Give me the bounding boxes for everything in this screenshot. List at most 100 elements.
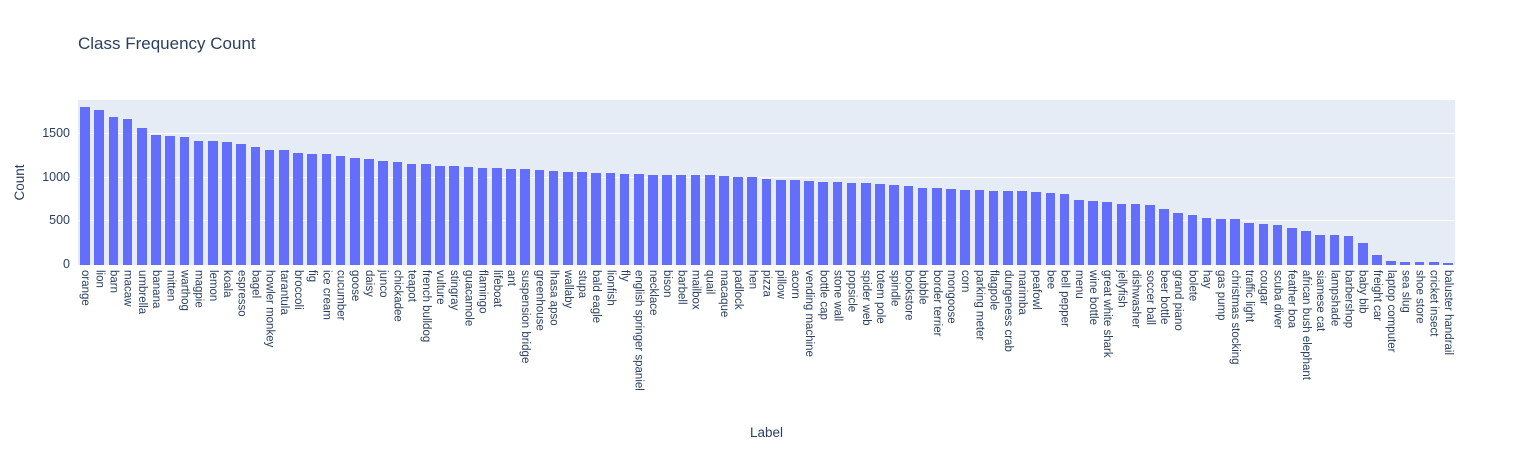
bar-lion[interactable] bbox=[94, 110, 105, 265]
bar-lionfish[interactable] bbox=[605, 173, 616, 265]
bar-great-white-shark[interactable] bbox=[1102, 201, 1112, 265]
bar-broccoli[interactable] bbox=[293, 153, 303, 265]
bar-baluster-handrail[interactable] bbox=[1443, 263, 1453, 265]
bar-hay[interactable] bbox=[1201, 217, 1212, 265]
bar-macaw[interactable] bbox=[122, 119, 133, 265]
bar-daisy[interactable] bbox=[364, 159, 374, 265]
bar-bison[interactable] bbox=[662, 174, 672, 265]
bar-bottle-cap[interactable] bbox=[818, 181, 829, 265]
bar-chickadee[interactable] bbox=[392, 162, 403, 265]
bar-stone-wall[interactable] bbox=[832, 182, 843, 265]
bar-freight-car[interactable] bbox=[1372, 255, 1382, 265]
bar-bookstore[interactable] bbox=[903, 186, 914, 265]
bar-lifeboat[interactable] bbox=[491, 168, 502, 265]
bar-barbershop[interactable] bbox=[1343, 235, 1354, 265]
bar-stingray[interactable] bbox=[449, 166, 459, 265]
bar-wine-bottle[interactable] bbox=[1088, 201, 1098, 265]
bar-warthog[interactable] bbox=[179, 136, 190, 265]
bar-ice-cream[interactable] bbox=[321, 154, 332, 265]
bar-mitten[interactable] bbox=[165, 135, 176, 265]
bar-bald-eagle[interactable] bbox=[591, 172, 601, 265]
bar-laptop-computer[interactable] bbox=[1386, 260, 1396, 265]
bar-umbrella[interactable] bbox=[137, 127, 147, 265]
bar-dungeness-crab[interactable] bbox=[1003, 190, 1013, 265]
bar-french-bulldog[interactable] bbox=[420, 164, 431, 265]
bar-feather-boa[interactable] bbox=[1286, 228, 1297, 265]
bar-pizza[interactable] bbox=[761, 179, 772, 265]
bar-beer-bottle[interactable] bbox=[1159, 208, 1169, 265]
bar-menu[interactable] bbox=[1073, 199, 1084, 265]
bar-lampshade[interactable] bbox=[1329, 235, 1340, 265]
bar-lemon[interactable] bbox=[208, 141, 218, 265]
bar-padlock[interactable] bbox=[733, 176, 743, 265]
bar-bubble[interactable] bbox=[917, 187, 928, 265]
y-tick-label-500: 500 bbox=[49, 213, 70, 228]
bar-stupa[interactable] bbox=[577, 172, 587, 265]
bar-koala[interactable] bbox=[222, 142, 232, 265]
bar-pillow[interactable] bbox=[775, 179, 786, 265]
bar-grand-piano[interactable] bbox=[1173, 212, 1183, 265]
bar-lhasa-apso[interactable] bbox=[548, 171, 559, 265]
bar-necklace[interactable] bbox=[648, 174, 658, 265]
bar-gas-pump[interactable] bbox=[1215, 218, 1226, 265]
bar-jellyfish[interactable] bbox=[1116, 204, 1127, 265]
x-tick-label-soccer-ball: soccer ball bbox=[1143, 270, 1156, 325]
bar-christmas-stocking[interactable] bbox=[1230, 219, 1240, 265]
bar-marimba[interactable] bbox=[1017, 190, 1027, 265]
bar-english-springer-spaniel[interactable] bbox=[633, 173, 644, 265]
bar-peafowl[interactable] bbox=[1031, 191, 1042, 265]
bar-ant[interactable] bbox=[506, 168, 516, 265]
bar-cricket-insect[interactable] bbox=[1428, 262, 1439, 265]
bar-banana[interactable] bbox=[151, 134, 161, 265]
bar-corn[interactable] bbox=[960, 190, 971, 265]
bar-bee[interactable] bbox=[1045, 192, 1056, 265]
bar-flamingo[interactable] bbox=[477, 167, 488, 265]
bar-barn[interactable] bbox=[108, 117, 119, 265]
bar-sea-slug[interactable] bbox=[1400, 261, 1411, 265]
bar-vending-machine[interactable] bbox=[804, 181, 814, 265]
bar-bolete[interactable] bbox=[1187, 214, 1198, 265]
bar-totem-pole[interactable] bbox=[875, 183, 885, 265]
x-tick-label-cricket-insect: cricket insect bbox=[1427, 270, 1440, 337]
bar-fly[interactable] bbox=[619, 173, 630, 265]
bar-howler-monkey[interactable] bbox=[264, 149, 275, 265]
bar-flagpole[interactable] bbox=[988, 190, 999, 265]
bar-spider-web[interactable] bbox=[861, 183, 871, 265]
bar-junco[interactable] bbox=[378, 160, 389, 265]
bar-espresso[interactable] bbox=[236, 143, 247, 265]
bar-teapot[interactable] bbox=[406, 163, 417, 265]
bar-acorn[interactable] bbox=[790, 180, 800, 265]
bar-scuba-diver[interactable] bbox=[1272, 225, 1283, 265]
bar-barbell[interactable] bbox=[676, 175, 687, 265]
bar-dishwasher[interactable] bbox=[1130, 204, 1141, 265]
bar-mongoose[interactable] bbox=[946, 189, 956, 265]
bar-suspension-bridge[interactable] bbox=[520, 169, 530, 265]
bar-cucumber[interactable] bbox=[335, 155, 346, 265]
bar-border-terrier[interactable] bbox=[932, 188, 942, 265]
bar-bell-pepper[interactable] bbox=[1059, 194, 1070, 265]
bar-soccer-ball[interactable] bbox=[1144, 204, 1155, 265]
bar-orange[interactable] bbox=[80, 106, 90, 265]
bar-parking-meter[interactable] bbox=[974, 190, 985, 265]
bar-goose[interactable] bbox=[349, 158, 360, 265]
bar-wallaby[interactable] bbox=[562, 171, 573, 265]
bar-african-bush-elephant[interactable] bbox=[1301, 230, 1311, 265]
bar-magpie[interactable] bbox=[193, 141, 204, 265]
bar-guacamole[interactable] bbox=[463, 167, 474, 265]
bar-spindle[interactable] bbox=[889, 184, 900, 265]
bar-traffic-light[interactable] bbox=[1244, 223, 1254, 265]
bar-macaque[interactable] bbox=[719, 176, 729, 265]
bar-vulture[interactable] bbox=[435, 165, 445, 265]
bar-bagel[interactable] bbox=[250, 146, 261, 265]
bar-siamese-cat[interactable] bbox=[1315, 234, 1325, 265]
bar-cougar[interactable] bbox=[1258, 224, 1269, 265]
bar-quail[interactable] bbox=[704, 175, 715, 265]
bar-shoe-store[interactable] bbox=[1414, 262, 1425, 265]
bar-mailbox[interactable] bbox=[690, 175, 701, 265]
bar-tarantula[interactable] bbox=[279, 149, 289, 265]
bar-popsicle[interactable] bbox=[846, 182, 857, 265]
bar-fig[interactable] bbox=[307, 153, 318, 265]
bar-baby-bib[interactable] bbox=[1357, 242, 1368, 265]
bar-greenhouse[interactable] bbox=[534, 170, 545, 265]
bar-hen[interactable] bbox=[747, 177, 758, 265]
